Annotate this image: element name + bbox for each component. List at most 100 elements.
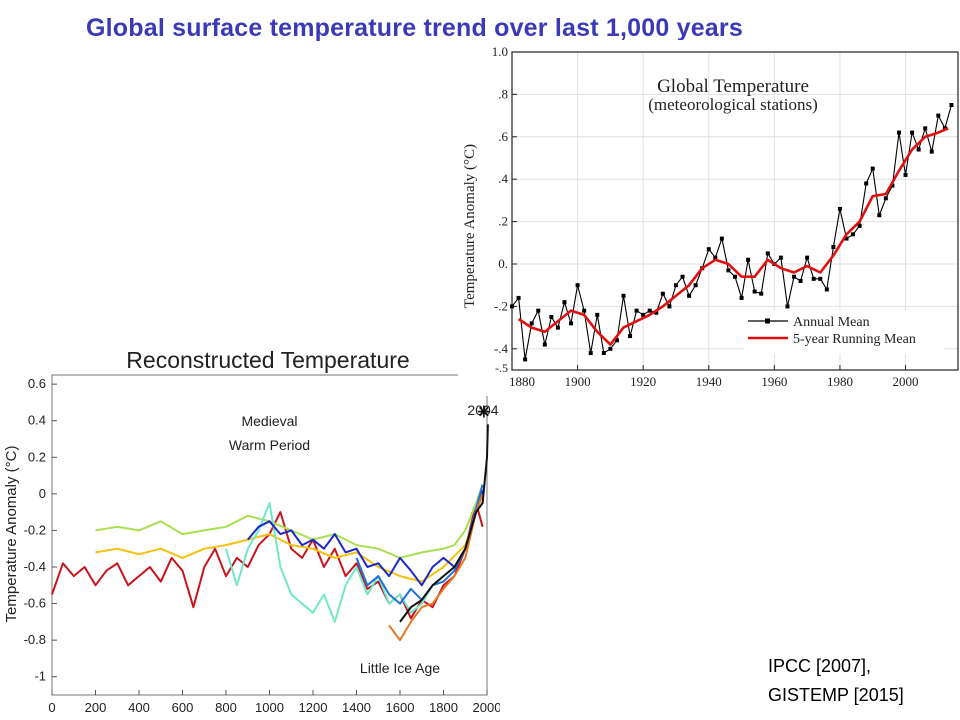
running-mean-line xyxy=(517,127,949,346)
recon-y-tick-label: -0.8 xyxy=(24,632,46,647)
annual-mean-point xyxy=(942,126,947,131)
citation: IPCC [2007], GISTEMP [2015] xyxy=(768,652,904,710)
annual-mean-point xyxy=(896,130,901,135)
annual-mean-point xyxy=(726,268,731,273)
slide-title: Global surface temperature trend over la… xyxy=(86,14,743,42)
annual-mean-point xyxy=(687,293,692,298)
annual-mean-point xyxy=(510,304,514,309)
gistemp-chart-subtitle: (meteorological stations) xyxy=(648,95,817,114)
annual-mean-point xyxy=(719,236,724,241)
annual-mean-point xyxy=(792,274,797,279)
gistemp-y-tick-label: .8 xyxy=(498,86,508,101)
gistemp-y-tick-label: .6 xyxy=(498,129,508,144)
annual-mean-point xyxy=(916,147,921,152)
annual-mean-point xyxy=(614,338,619,343)
annual-mean-point xyxy=(844,236,849,241)
annual-mean-point xyxy=(621,293,626,298)
annual-mean-point xyxy=(765,251,770,256)
annual-mean-point xyxy=(555,325,560,330)
annual-mean-point xyxy=(713,255,718,260)
annual-mean-point xyxy=(660,291,665,296)
annual-mean-point xyxy=(536,308,541,313)
gistemp-y-tick-label: 0. xyxy=(498,256,508,271)
recon-y-tick-label: -0.4 xyxy=(24,559,46,574)
recon-plot-area: 0 200 400 600 800 1000 1200 1400 1600 1800 2000 -1 -… xyxy=(24,374,500,715)
annual-mean-point xyxy=(864,181,869,186)
annual-mean-point xyxy=(949,103,954,107)
annual-mean-point xyxy=(634,308,639,313)
annual-mean-point xyxy=(562,300,567,305)
annual-mean-point xyxy=(575,283,580,288)
recon-y-axis-label: Temperature Anomaly (°C) xyxy=(3,446,20,623)
annual-mean-point xyxy=(936,113,941,118)
annual-mean-point xyxy=(837,206,842,211)
annual-mean-point xyxy=(798,278,803,283)
annual-mean-point xyxy=(733,274,737,279)
annual-mean-point xyxy=(608,346,613,351)
annual-mean-point xyxy=(549,315,554,319)
annual-mean-point xyxy=(569,321,574,326)
citation-line-2: GISTEMP [2015] xyxy=(768,685,904,705)
recon-x-tick-label: 2000 xyxy=(473,700,500,715)
annual-mean-point xyxy=(778,255,783,260)
recon-y-tick-label: -0.2 xyxy=(24,522,46,537)
annual-mean-point xyxy=(903,172,908,177)
recon-y-tick-label: 0.2 xyxy=(28,449,46,464)
recon-x-tick-label: 1200 xyxy=(299,700,328,715)
annual-mean-point xyxy=(877,213,882,218)
recon-series-line xyxy=(225,502,445,623)
global-temperature-chart: 1880 1900 1920 1940 1960 1980 2000 -.4 -.2 0. .2 .4… xyxy=(458,40,960,396)
citation-line-1: IPCC [2007], xyxy=(768,656,872,676)
gistemp-x-tick-label: 1900 xyxy=(565,374,591,389)
annual-mean-point xyxy=(746,257,751,262)
annual-mean-point xyxy=(805,255,810,260)
gistemp-y-tick-label: .2 xyxy=(498,214,508,229)
recon-y-tick-label: 0.6 xyxy=(28,376,46,391)
gistemp-y-tick-label: -.4 xyxy=(494,341,509,356)
annual-mean-point xyxy=(595,312,600,317)
gistemp-y-tick-label: -.2 xyxy=(494,298,508,313)
gistemp-x-tick-label: 1880 xyxy=(509,374,535,389)
recon-series-line xyxy=(247,489,484,587)
reconstructed-temperature-chart: Reconstructed Temperature 0 200 400 600 800 1… xyxy=(3,347,500,715)
legend-annual-mean: Annual Mean xyxy=(793,315,870,330)
recon-chart-title: Reconstructed Temperature xyxy=(126,347,409,373)
gistemp-x-tick-label: 1960 xyxy=(761,374,787,389)
recon-x-tick-label: 0 xyxy=(48,700,55,715)
annual-mean-point xyxy=(739,295,744,300)
marker-2004-star xyxy=(479,406,489,417)
annual-mean-point xyxy=(831,245,836,250)
gistemp-y-bottom-label: -.5 xyxy=(495,361,508,375)
recon-x-tick-label: 1800 xyxy=(429,700,458,715)
annual-mean-point xyxy=(929,149,934,154)
gistemp-y-axis-label: Temperature Anomaly (°C) xyxy=(462,144,478,308)
gistemp-x-tick-label: 1940 xyxy=(696,374,722,389)
annual-mean-point xyxy=(647,308,652,313)
annual-mean-point xyxy=(752,289,757,294)
annual-mean-point xyxy=(706,247,711,252)
annual-mean-point xyxy=(883,196,888,201)
annual-mean-point xyxy=(654,310,659,315)
recon-annotation: Little Ice Age xyxy=(360,660,440,676)
annual-mean-point xyxy=(601,351,606,356)
annual-mean-point xyxy=(542,342,547,347)
annual-mean-point xyxy=(628,334,633,339)
gistemp-plot-frame xyxy=(511,51,959,371)
annual-mean-point xyxy=(529,321,534,326)
gistemp-x-tick-label: 1920 xyxy=(630,374,656,389)
annual-mean-point xyxy=(910,130,915,135)
gistemp-x-tick-label: 2000 xyxy=(893,374,919,389)
annual-mean-point xyxy=(811,276,816,281)
annual-mean-point xyxy=(857,223,862,228)
annual-mean-point xyxy=(523,357,528,362)
recon-x-tick-label: 1400 xyxy=(342,700,371,715)
annual-mean-point xyxy=(785,304,790,309)
annual-mean-point xyxy=(693,283,698,288)
annual-mean-point xyxy=(870,166,875,171)
annual-mean-point xyxy=(890,183,895,188)
recon-x-tick-label: 800 xyxy=(215,700,237,715)
recon-y-tick-label: 0 xyxy=(39,486,46,501)
recon-y-tick-label: -1 xyxy=(34,669,46,684)
gistemp-y-tick-label: 1.0 xyxy=(492,44,508,59)
recon-annotation: Warm Period xyxy=(229,437,310,453)
